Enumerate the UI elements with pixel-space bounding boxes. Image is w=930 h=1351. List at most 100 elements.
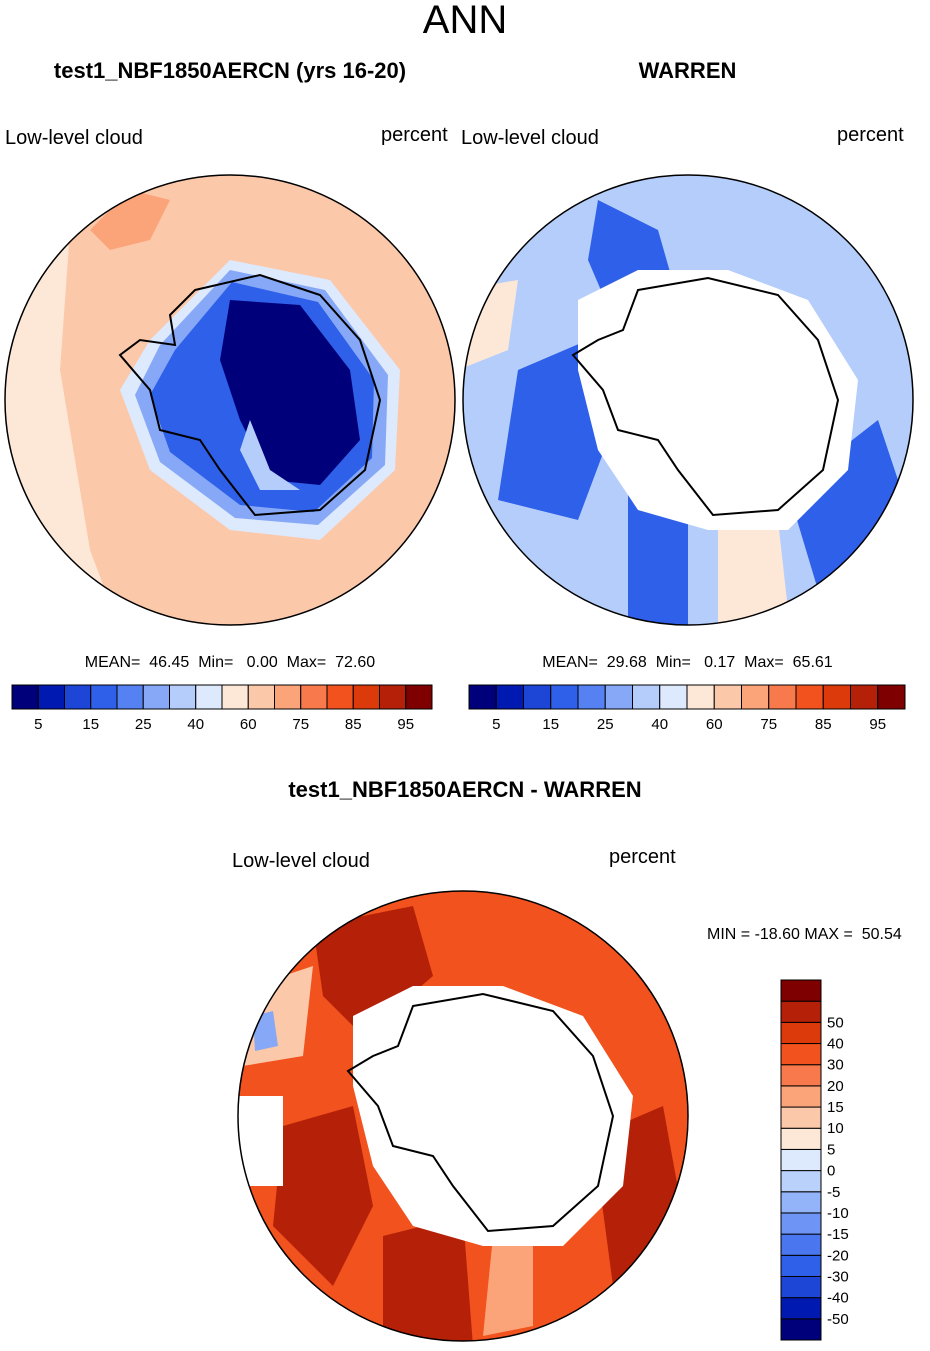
colorbar-cell bbox=[780, 1297, 822, 1320]
colorbar-cell bbox=[405, 684, 433, 710]
diff-minmax: MIN = -18.60 MAX = 50.54 bbox=[707, 926, 902, 943]
colorbar-cell bbox=[850, 684, 879, 710]
colorbar-cell bbox=[326, 684, 354, 710]
colorbar-tick-label: -30 bbox=[827, 1268, 849, 1285]
panel-2-title: WARREN bbox=[638, 58, 737, 83]
warm-patch bbox=[90, 190, 170, 250]
colorbar-cell bbox=[780, 1085, 822, 1108]
colorbar-cell bbox=[780, 1275, 822, 1299]
diff-left-label: Low-level cloud bbox=[232, 850, 370, 872]
colorbar-cell bbox=[780, 1106, 822, 1129]
colorbar-cell bbox=[632, 684, 661, 710]
panel-2-colorbar: 5 15 25 40 60 75 85 95 bbox=[468, 684, 906, 732]
colorbar-tick-label: 75 bbox=[292, 716, 309, 732]
colorbar-cell bbox=[577, 684, 606, 710]
colorbar-tick-label: 25 bbox=[597, 716, 614, 732]
coastline bbox=[571, 276, 840, 517]
colorbar-cell bbox=[195, 684, 223, 710]
diff-right-label: percent bbox=[609, 846, 676, 868]
colorbar-cell bbox=[64, 684, 92, 710]
colorbar-cell bbox=[11, 684, 39, 710]
colorbar-tick-label: 60 bbox=[240, 716, 257, 732]
colorbar-cell bbox=[780, 1043, 822, 1066]
colorbar-cell bbox=[780, 1148, 822, 1172]
colorbar-tick-label: 95 bbox=[869, 716, 886, 732]
colorbar-tick-label: -10 bbox=[827, 1205, 849, 1222]
gap-west bbox=[238, 1096, 283, 1186]
colorbar-cell bbox=[116, 684, 144, 710]
colorbar-cell bbox=[352, 684, 380, 710]
colorbar-cell bbox=[877, 684, 906, 710]
colorbar-tick-label: -5 bbox=[827, 1184, 840, 1201]
colorbar-cell bbox=[604, 684, 633, 710]
warm-patch-1 bbox=[718, 510, 788, 625]
colorbar-cell bbox=[379, 684, 407, 710]
colorbar-cell bbox=[780, 1127, 822, 1150]
colorbar-cell bbox=[780, 979, 822, 1002]
colorbar-tick-label: 95 bbox=[397, 716, 414, 732]
colorbar-tick-label: 85 bbox=[815, 716, 832, 732]
colorbar-cell bbox=[780, 1064, 822, 1087]
missing-data bbox=[578, 270, 858, 530]
colorbar-cell bbox=[780, 1318, 822, 1341]
panel-1-right-label: percent bbox=[381, 124, 448, 146]
colorbar-tick-label: 5 bbox=[827, 1141, 835, 1158]
colorbar-tick-label: 15 bbox=[827, 1099, 844, 1116]
colorbar-cell bbox=[741, 684, 770, 710]
colorbar-cell bbox=[780, 1212, 822, 1235]
colorbar-cell bbox=[468, 684, 497, 710]
colorbar-tick-label: 10 bbox=[827, 1120, 844, 1137]
panel-1-stats: MEAN= 46.45 Min= 0.00 Max= 72.60 bbox=[84, 654, 376, 671]
missing-data bbox=[353, 986, 633, 1246]
diff-panel-title: test1_NBF1850AERCN - WARREN bbox=[288, 777, 642, 802]
map-boundary bbox=[237, 890, 689, 1342]
colorbar-cell bbox=[90, 684, 118, 710]
colorbar-tick-label: 40 bbox=[187, 716, 204, 732]
blue-sector-4 bbox=[788, 420, 908, 590]
panel-1-map bbox=[4, 174, 456, 626]
colorbar-cell bbox=[780, 1021, 822, 1045]
colorbar-tick-label: -40 bbox=[827, 1290, 849, 1307]
light-red-patch-2 bbox=[483, 1236, 533, 1336]
colorbar-cell bbox=[686, 684, 715, 710]
colorbar-cell bbox=[780, 1254, 822, 1277]
dark-red-sector-1 bbox=[313, 906, 433, 1036]
colorbar-tick-label: -15 bbox=[827, 1226, 849, 1243]
colorbar-tick-label: 0 bbox=[827, 1163, 835, 1180]
colorbar-cell bbox=[780, 1233, 822, 1256]
map-boundary bbox=[462, 174, 914, 626]
figure-title: ANN bbox=[422, 0, 508, 42]
dark-red-sector-3 bbox=[383, 1216, 473, 1341]
colorbar-cell bbox=[169, 684, 197, 710]
blue-sector-1 bbox=[498, 340, 608, 520]
colorbar-tick-label: 60 bbox=[706, 716, 723, 732]
diff-map bbox=[237, 890, 689, 1342]
colorbar-cell bbox=[659, 684, 688, 710]
colorbar-cell bbox=[142, 684, 170, 710]
coastline bbox=[346, 992, 615, 1233]
panel-2-stats: MEAN= 29.68 Min= 0.17 Max= 65.61 bbox=[542, 654, 833, 671]
colorbar-cell bbox=[300, 684, 328, 710]
dark-red-sector-2 bbox=[273, 1106, 373, 1286]
colorbar-cell bbox=[221, 684, 249, 710]
panel-1-left-label: Low-level cloud bbox=[5, 127, 143, 149]
colorbar-tick-label: 75 bbox=[760, 716, 777, 732]
colorbar-tick-label: 25 bbox=[135, 716, 152, 732]
ice-streak bbox=[240, 420, 300, 490]
colorbar-cell bbox=[37, 684, 65, 710]
coastline bbox=[118, 273, 382, 517]
colorbar-tick-label: 40 bbox=[827, 1036, 844, 1053]
colorbar-tick-label: 5 bbox=[34, 716, 42, 732]
colorbar-cell bbox=[523, 684, 552, 710]
panel-2-map bbox=[462, 174, 914, 626]
colorbar-tick-label: 5 bbox=[492, 716, 500, 732]
panel-1-colorbar: 5 15 25 40 60 75 85 95 bbox=[11, 684, 433, 732]
colorbar-cell bbox=[550, 684, 579, 710]
colorbar-cell bbox=[780, 1000, 822, 1023]
colorbar-cell bbox=[780, 1191, 822, 1214]
colorbar-cell bbox=[247, 684, 275, 710]
colorbar-cell bbox=[795, 684, 824, 710]
colorbar-cell bbox=[780, 1170, 822, 1193]
colorbar-tick-label: 15 bbox=[82, 716, 99, 732]
